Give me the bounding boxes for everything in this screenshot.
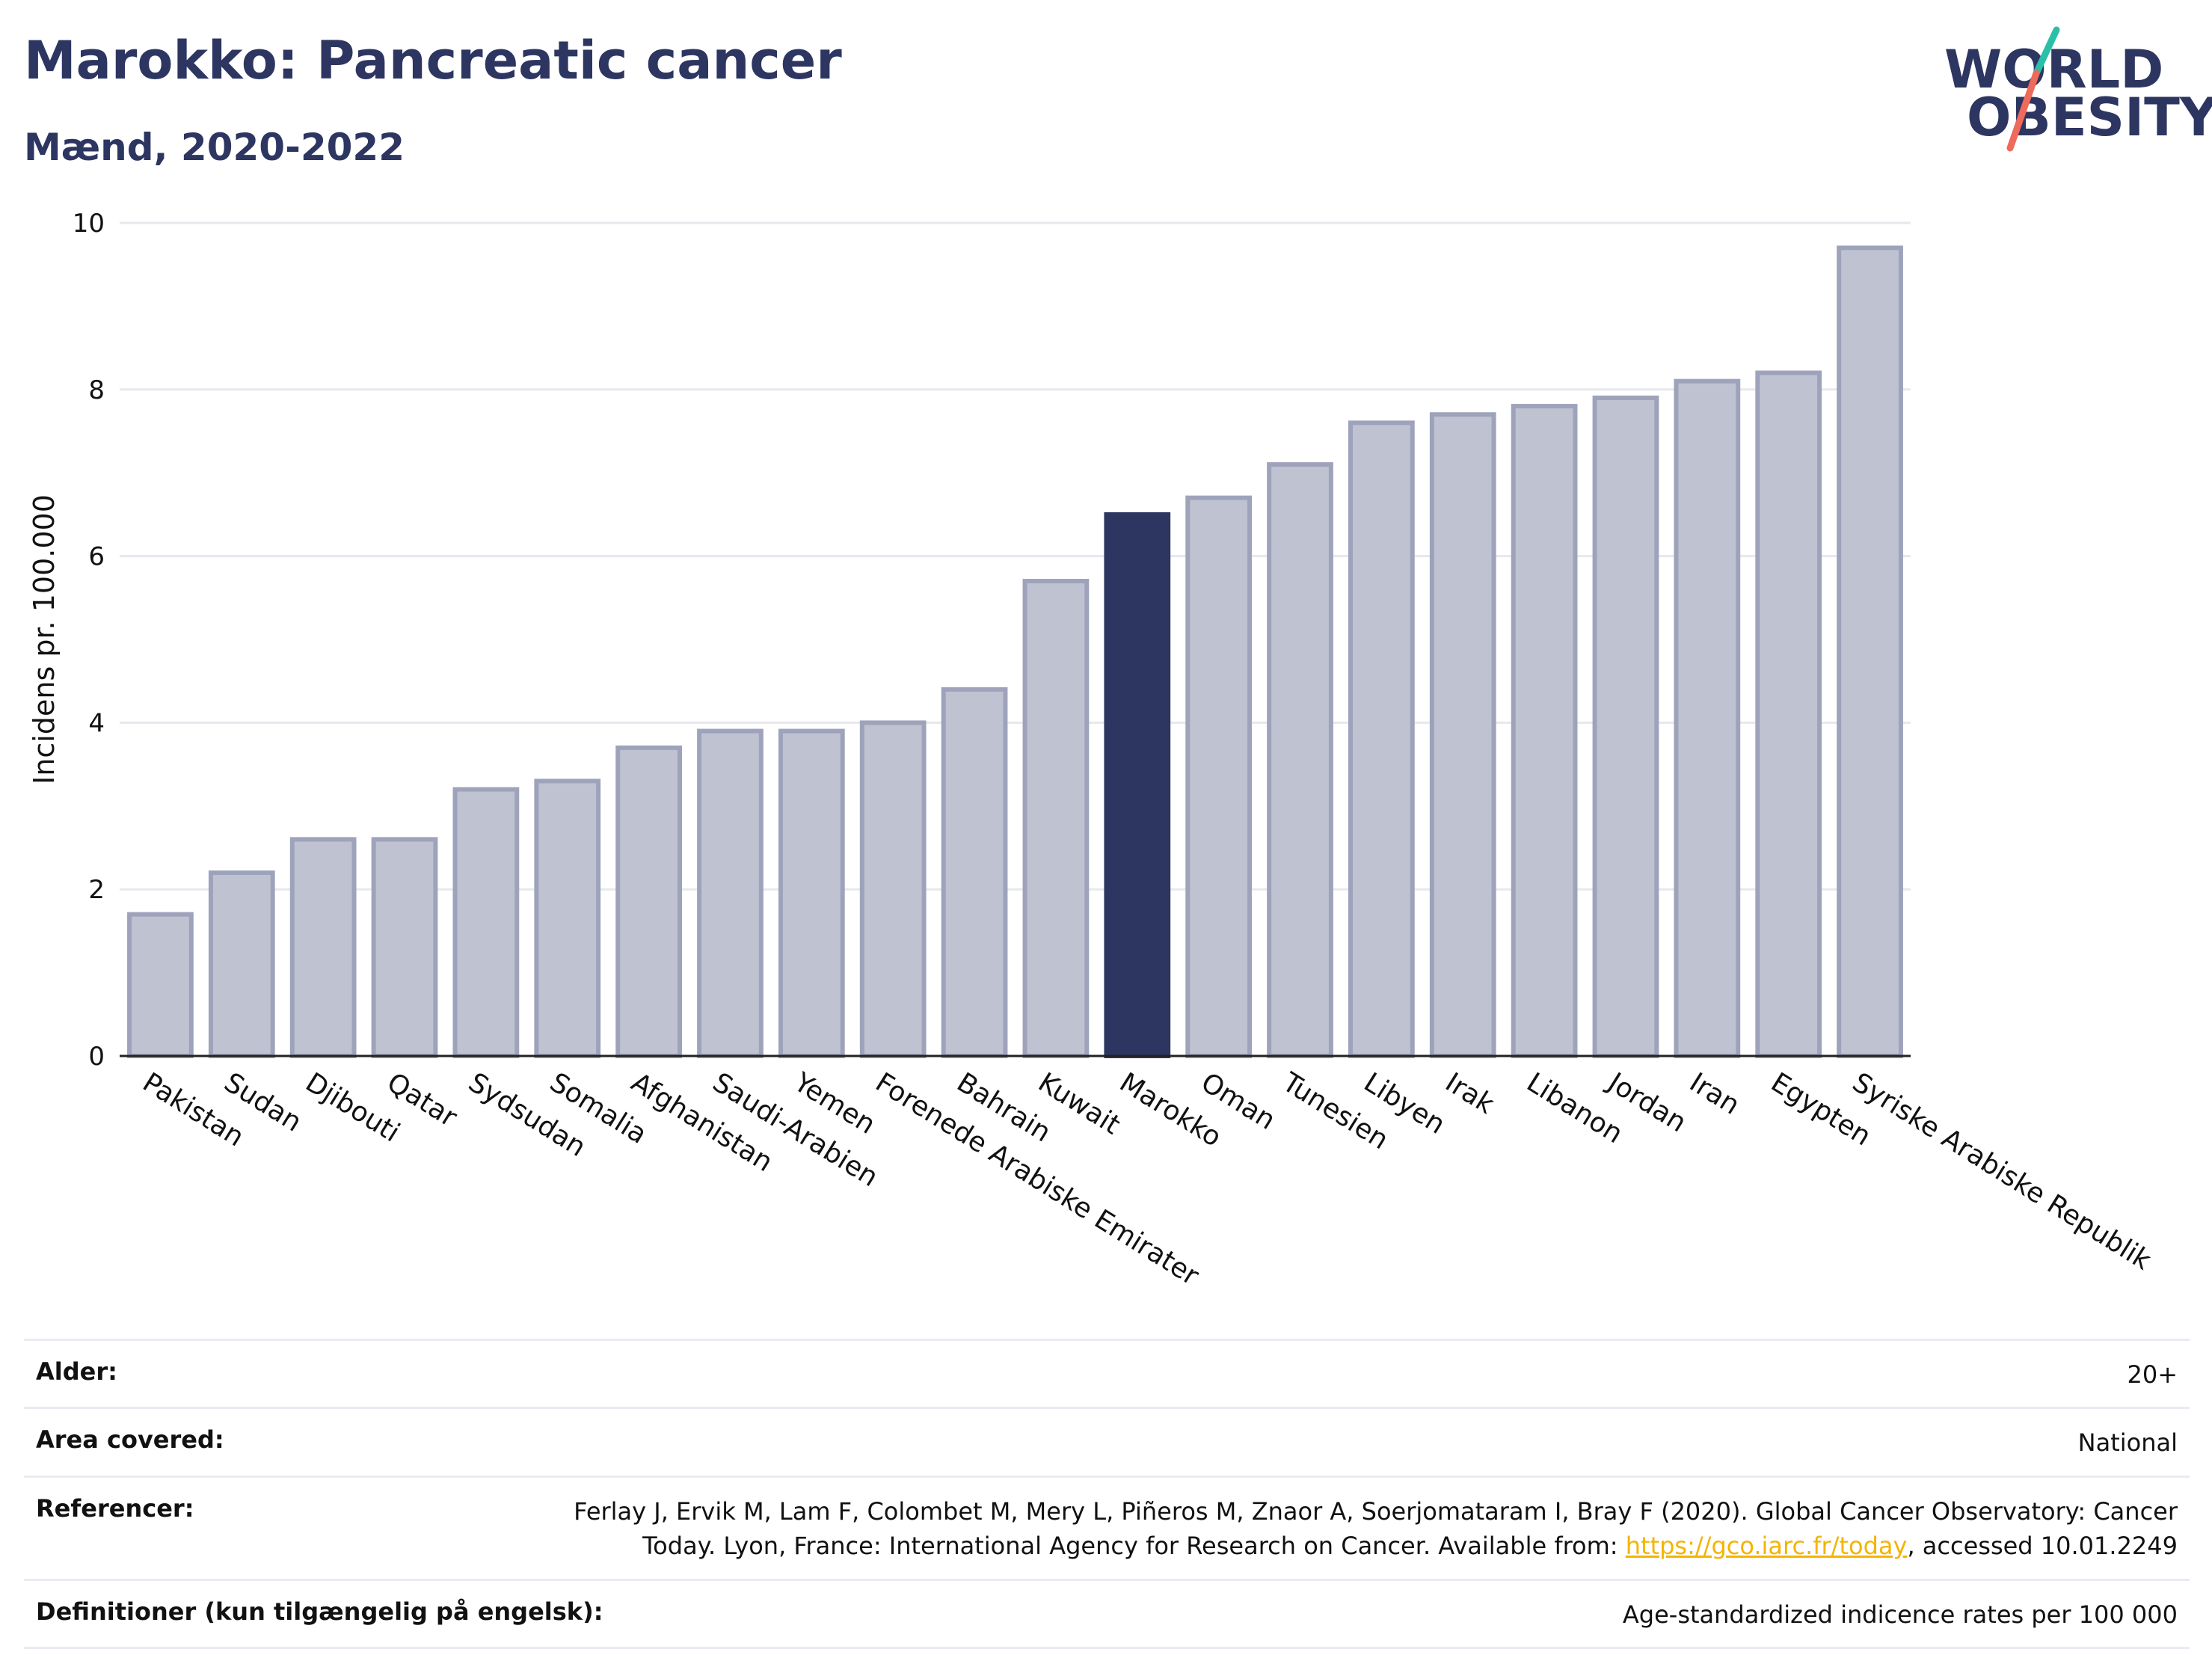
bar-saudi-arabien	[697, 728, 764, 1058]
info-row-age: Alder: 20+	[24, 1339, 2190, 1407]
bar-bahrain	[941, 687, 1008, 1059]
x-tick-label: Syriske Arabiske Republik	[1847, 1067, 2157, 1277]
x-tick-label: Iran	[1684, 1067, 1745, 1121]
age-label: Alder:	[36, 1357, 117, 1386]
references-label: Referencer:	[36, 1493, 194, 1523]
y-tick-label: 2	[88, 875, 105, 905]
references-text: Ferlay J, Ervik M, Lam F, Colombet M, Me…	[574, 1496, 2178, 1561]
area-label: Area covered:	[36, 1425, 224, 1455]
bar-libyen	[1348, 420, 1415, 1058]
bar-oman	[1185, 495, 1253, 1058]
logo-line-2: OBESITY	[1967, 87, 2212, 148]
references-link[interactable]: https://gco.iarc.fr/today	[1625, 1532, 1908, 1561]
definitions-label: Definitioner (kun tilgængelig på engelsk…	[36, 1597, 603, 1626]
bar-marokko	[1104, 512, 1171, 1058]
references-value: Ferlay J, Ervik M, Lam F, Colombet M, Me…	[570, 1494, 2178, 1564]
bar-egypten	[1755, 370, 1822, 1058]
bar-iran	[1674, 378, 1741, 1059]
bar-djibouti	[289, 837, 357, 1058]
y-tick-label: 0	[88, 1042, 105, 1072]
bar-tunesien	[1267, 462, 1333, 1058]
bar-syriske-arabiske-republik	[1837, 245, 1903, 1058]
y-tick-label: 6	[88, 542, 105, 572]
definitions-value: Age-standardized indicence rates per 100…	[1622, 1600, 2178, 1629]
logo-slash-icon	[2006, 26, 2060, 152]
info-row-references: Referencer: Ferlay J, Ervik M, Lam F, Co…	[24, 1475, 2190, 1579]
info-row-area: Area covered: National	[24, 1407, 2190, 1475]
bar-afghanistan	[615, 745, 682, 1058]
y-axis-label: Incidens pr. 100.000	[28, 494, 61, 784]
y-tick-label: 4	[88, 708, 105, 738]
references-accessed: , accessed 10.01.2249	[1907, 1532, 2178, 1561]
bar-sydsudan	[452, 787, 520, 1059]
logo-line-1: WORLD	[1944, 39, 2164, 100]
area-value: National	[2077, 1428, 2178, 1458]
bar-yemen	[778, 728, 845, 1058]
info-row-definitions: Definitioner (kun tilgængelig på engelsk…	[24, 1578, 2190, 1649]
chart-subtitle: Mænd, 2020-2022	[24, 126, 405, 169]
bar-irak	[1429, 412, 1496, 1059]
age-value: 20+	[2127, 1360, 2178, 1389]
bar-qatar	[371, 837, 438, 1058]
bar-kuwait	[1022, 579, 1090, 1058]
bar-sudan	[208, 870, 275, 1058]
y-tick-label: 8	[88, 375, 105, 405]
bar-libanon	[1511, 404, 1578, 1058]
bar-jordan	[1592, 395, 1659, 1058]
y-tick-label: 10	[73, 209, 105, 239]
bar-somalia	[534, 779, 601, 1058]
info-table: Alder: 20+ Area covered: National Refere…	[24, 1339, 2190, 1649]
bar-pakistan	[127, 912, 194, 1058]
world-obesity-logo: WORLD OBESITY	[1944, 22, 2212, 157]
chart-title: Marokko: Pancreatic cancer	[24, 30, 842, 91]
x-tick-label: Irak	[1440, 1067, 1499, 1120]
bar-forenede-arabiske-emirater	[859, 720, 927, 1059]
x-tick-label: Djibouti	[300, 1067, 405, 1149]
